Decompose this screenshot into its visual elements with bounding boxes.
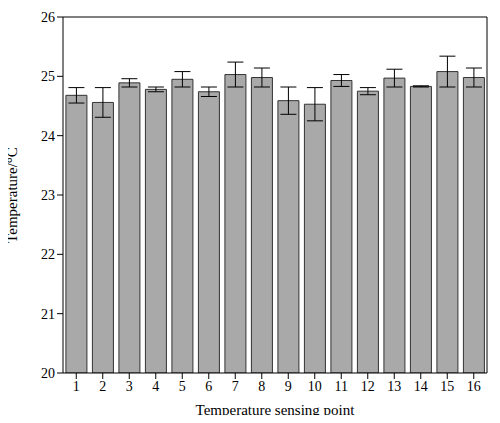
svg-text:25: 25 <box>41 69 55 84</box>
svg-text:24: 24 <box>41 129 55 144</box>
svg-text:16: 16 <box>467 379 481 394</box>
svg-text:8: 8 <box>258 379 265 394</box>
svg-text:15: 15 <box>440 379 454 394</box>
svg-text:3: 3 <box>126 379 133 394</box>
svg-text:13: 13 <box>387 379 401 394</box>
svg-text:Temperature sensing point: Temperature sensing point <box>196 402 356 415</box>
svg-text:9: 9 <box>285 379 292 394</box>
svg-text:20: 20 <box>41 366 55 381</box>
svg-text:23: 23 <box>41 188 55 203</box>
svg-text:10: 10 <box>308 379 322 394</box>
svg-text:12: 12 <box>361 379 375 394</box>
svg-text:5: 5 <box>179 379 186 394</box>
svg-text:1: 1 <box>73 379 80 394</box>
svg-text:Temperature/°C: Temperature/°C <box>8 147 20 243</box>
svg-text:21: 21 <box>41 307 55 322</box>
svg-text:11: 11 <box>335 379 348 394</box>
svg-text:6: 6 <box>205 379 212 394</box>
svg-text:7: 7 <box>232 379 239 394</box>
svg-text:14: 14 <box>414 379 428 394</box>
svg-text:26: 26 <box>41 10 55 25</box>
svg-text:4: 4 <box>152 379 159 394</box>
svg-text:2: 2 <box>99 379 106 394</box>
svg-text:22: 22 <box>41 247 55 262</box>
